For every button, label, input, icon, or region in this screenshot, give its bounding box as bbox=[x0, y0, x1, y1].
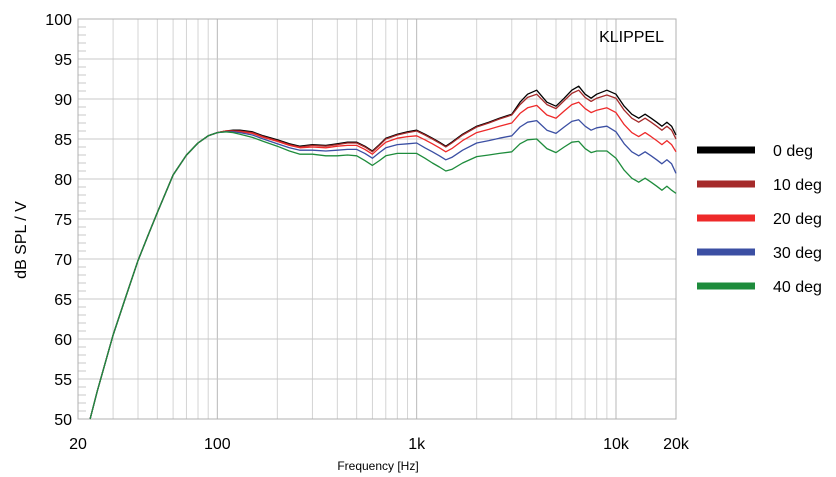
x-tick-label: 10k bbox=[603, 436, 630, 453]
legend-label: 0 deg bbox=[773, 143, 813, 160]
series-layer bbox=[89, 85, 677, 420]
grid-major bbox=[78, 18, 676, 420]
y-tick-label: 95 bbox=[54, 52, 72, 69]
x-tick-label: 20 bbox=[69, 436, 87, 453]
x-tick-label: 1k bbox=[408, 436, 426, 453]
plot-frame bbox=[77, 18, 677, 420]
legend: 0 deg 10 deg 20 deg 30 deg 40 deg bbox=[697, 143, 822, 296]
y-minor-ticks bbox=[78, 26, 86, 412]
y-tick-label: 50 bbox=[54, 412, 72, 429]
x-axis-label: Frequency [Hz] bbox=[337, 459, 418, 473]
x-tick-label: 100 bbox=[204, 436, 231, 453]
brand-label: KLIPPEL bbox=[599, 29, 664, 46]
x-tick-labels: 20 100 1k 10k 20k bbox=[69, 436, 690, 453]
y-tick-label: 75 bbox=[54, 212, 72, 229]
y-axis-label: dB SPL / V bbox=[13, 201, 30, 279]
y-tick-label: 70 bbox=[54, 252, 72, 269]
legend-label: 10 deg bbox=[773, 177, 822, 194]
y-tick-label: 65 bbox=[54, 292, 72, 309]
y-tick-label: 90 bbox=[54, 92, 72, 109]
y-tick-label: 80 bbox=[54, 172, 72, 189]
y-tick-label: 100 bbox=[45, 12, 72, 29]
legend-label: 30 deg bbox=[773, 245, 822, 262]
y-tick-label: 55 bbox=[54, 372, 72, 389]
x-tick-label: 20k bbox=[663, 436, 690, 453]
y-tick-labels: 50 55 60 65 70 75 80 85 90 95 100 bbox=[45, 12, 72, 429]
legend-label: 20 deg bbox=[773, 211, 822, 228]
y-tick-label: 85 bbox=[54, 132, 72, 149]
legend-label: 40 deg bbox=[773, 279, 822, 296]
series-line-40-deg bbox=[89, 131, 677, 420]
series-line-30-deg bbox=[89, 119, 677, 420]
series-line-10-deg bbox=[89, 89, 677, 420]
series-line-0-deg bbox=[89, 85, 677, 420]
y-tick-label: 60 bbox=[54, 332, 72, 349]
